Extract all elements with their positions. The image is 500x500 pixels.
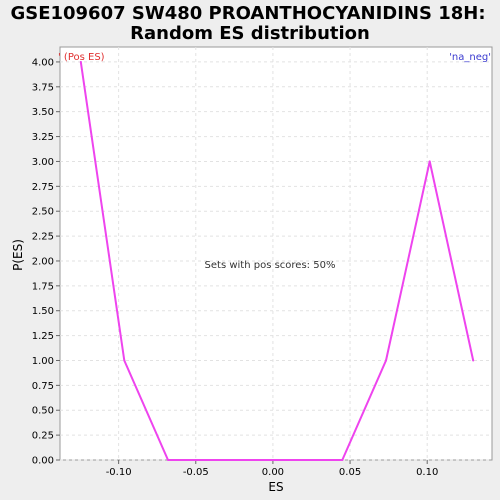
y-tick-label: 1.50: [32, 306, 54, 317]
x-axis-label: ES: [268, 480, 283, 494]
y-tick-label: 2.50: [32, 207, 54, 218]
y-tick-label: 0.75: [32, 381, 54, 392]
x-tick-label: -0.10: [106, 467, 132, 478]
y-tick-label: 1.75: [32, 281, 54, 292]
y-tick-label: 2.00: [32, 256, 54, 267]
data-point: [123, 359, 126, 362]
y-tick-label: 2.75: [32, 182, 54, 193]
y-axis-ticks: 0.00 0.25 0.50 0.75 1.00 1.25 1.50 1.75 2.00 2.25…: [32, 57, 60, 467]
data-point: [385, 359, 388, 362]
data-point: [167, 459, 169, 461]
data-point: [297, 459, 300, 461]
data-point: [428, 160, 431, 163]
y-tick-label: 0.00: [32, 456, 54, 467]
plot-area: [59, 46, 493, 461]
data-point: [210, 459, 213, 461]
y-tick-label: 4.00: [32, 57, 54, 68]
y-tick-label: 2.25: [32, 232, 54, 243]
x-axis-ticks: -0.10 -0.05 0.00 0.05 0.10: [106, 460, 438, 478]
y-tick-label: 1.25: [32, 331, 54, 342]
data-point: [472, 359, 475, 362]
y-tick-label: 3.75: [32, 82, 54, 93]
y-tick-label: 0.25: [32, 431, 54, 442]
x-tick-label: -0.05: [183, 467, 209, 478]
x-tick-label: 0.00: [262, 467, 284, 478]
data-point: [254, 459, 257, 461]
legend-na-neg: 'na_neg': [449, 52, 491, 63]
y-axis-label: P(ES): [11, 239, 25, 271]
y-tick-label: 0.50: [32, 406, 54, 417]
y-tick-label: 1.00: [32, 356, 54, 367]
y-tick-label: 3.25: [32, 132, 54, 143]
legend-pos-es: ' (Pos ES): [58, 52, 105, 63]
data-point: [341, 459, 344, 461]
chart-title-line1: GSE109607 SW480 PROANTHOCYANIDINS 18H:: [10, 3, 485, 24]
y-tick-label: 3.50: [32, 107, 54, 118]
x-tick-label: 0.10: [416, 467, 438, 478]
series-line: [79, 61, 475, 461]
x-tick-label: 0.05: [339, 467, 361, 478]
data-point: [79, 60, 82, 63]
grid-lines: [60, 47, 492, 461]
y-tick-label: 3.00: [32, 157, 54, 168]
annotation-pos-scores: Sets with pos scores: 50%: [205, 260, 336, 271]
series-layer: [79, 60, 475, 461]
chart-title-line2: Random ES distribution: [130, 23, 370, 44]
